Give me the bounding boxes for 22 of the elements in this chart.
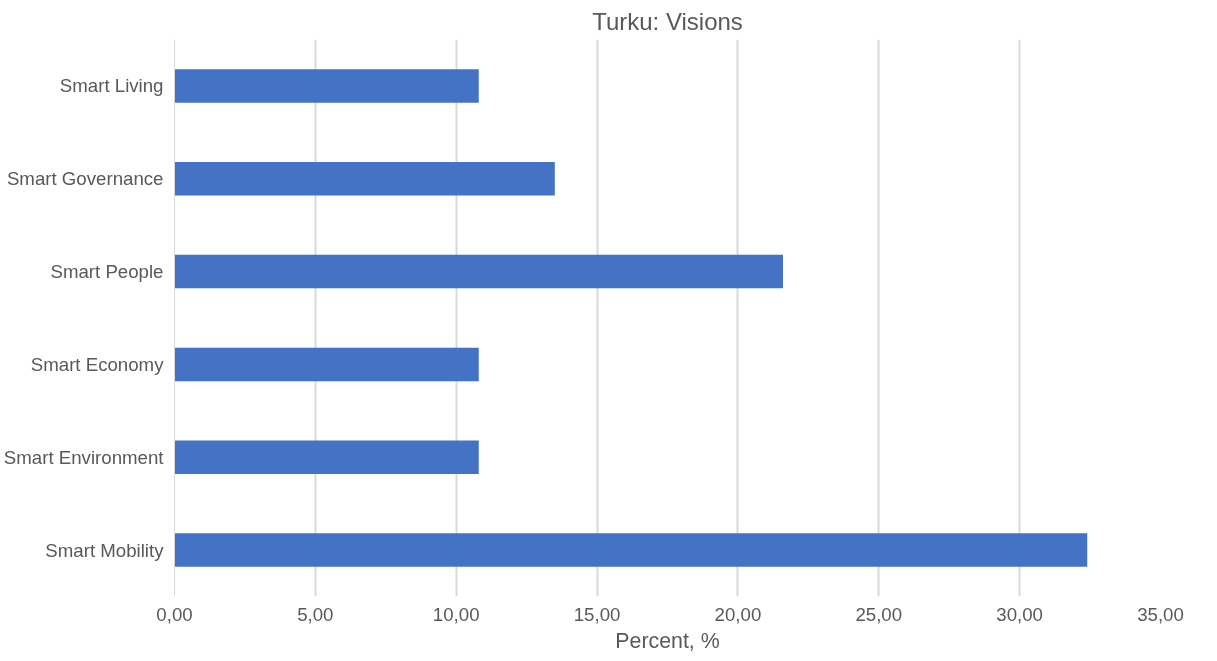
x-tick-label: 20,00	[714, 603, 762, 625]
bar	[174, 347, 479, 382]
bar	[174, 254, 783, 289]
x-tick-label: 25,00	[855, 603, 903, 625]
bar	[174, 162, 555, 196]
y-tick-label: Smart Environment	[3, 446, 165, 468]
x-tick-label: 0,00	[156, 603, 193, 625]
y-tick-label: Smart People	[50, 261, 164, 283]
x-tick-label: 30,00	[996, 603, 1043, 625]
bar	[174, 440, 479, 474]
x-tick-label: 10,00	[432, 603, 480, 625]
x-tick-label: 35,00	[1137, 603, 1184, 625]
x-tick-label: 5,00	[297, 603, 334, 625]
y-tick-label: Smart Mobility	[45, 539, 165, 561]
y-tick-label: Smart Economy	[30, 353, 165, 375]
x-tick-label: 15,00	[573, 603, 621, 625]
x-axis-title: Percent, %	[615, 628, 720, 653]
bar	[174, 69, 479, 103]
bar	[174, 533, 1088, 567]
y-tick-label: Smart Governance	[6, 168, 164, 190]
chart-title: Turku: Visions	[592, 7, 743, 35]
y-tick-label: Smart Living	[59, 75, 164, 97]
